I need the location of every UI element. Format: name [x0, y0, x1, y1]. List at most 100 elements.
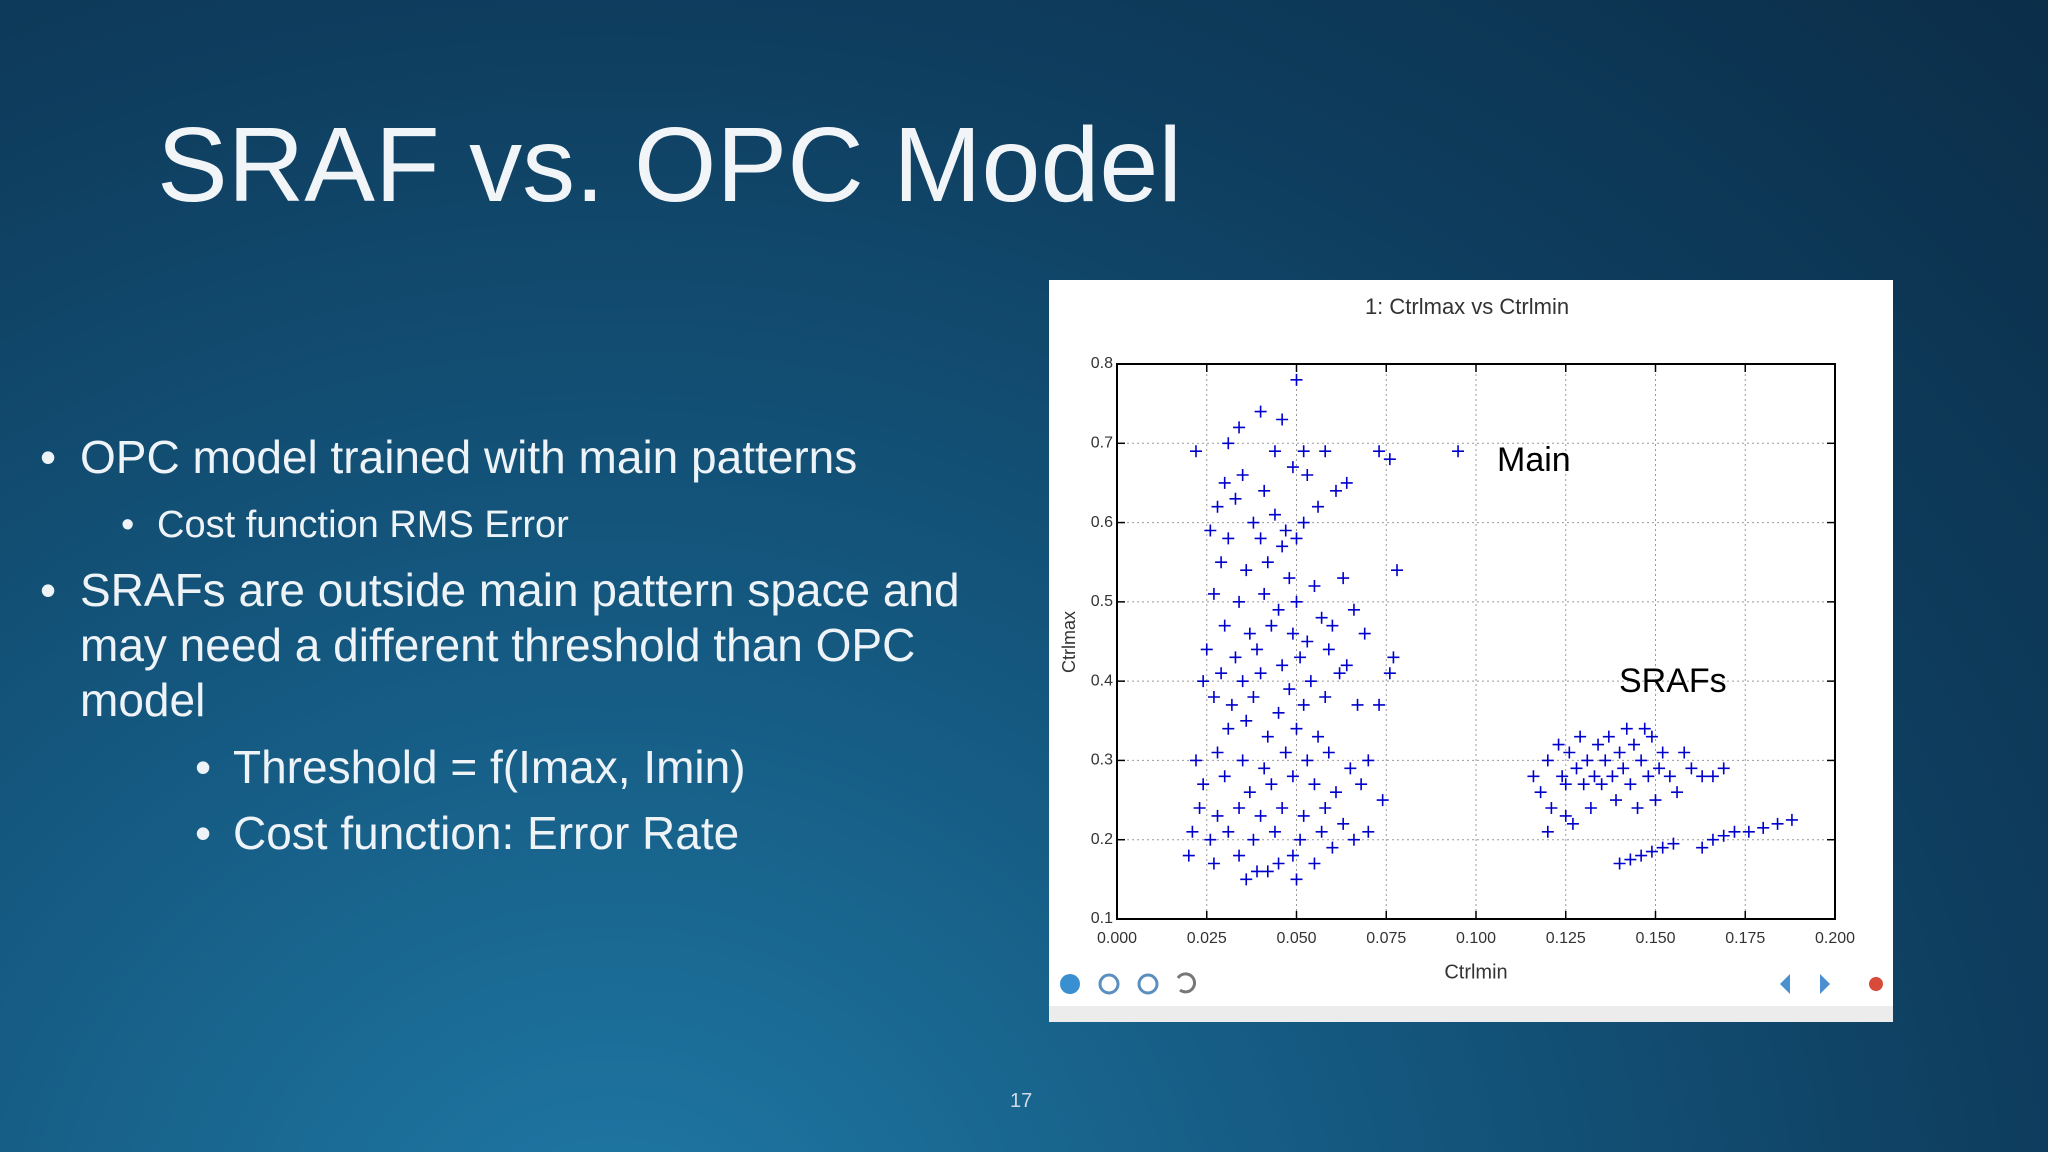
point	[1189, 445, 1202, 458]
point	[1574, 730, 1587, 743]
point	[1391, 564, 1404, 577]
point	[1268, 508, 1281, 521]
x-tick-label: 0.200	[1815, 930, 1855, 947]
point	[1645, 730, 1658, 743]
point	[1276, 659, 1289, 672]
point	[1222, 825, 1235, 838]
back-icon[interactable]	[1780, 974, 1790, 994]
point	[1243, 627, 1256, 640]
x-tick-label: 0.050	[1276, 930, 1316, 947]
point	[1268, 825, 1281, 838]
point	[1329, 484, 1342, 497]
point	[1301, 754, 1314, 767]
point	[1329, 786, 1342, 799]
point	[1667, 837, 1680, 850]
point	[1362, 825, 1375, 838]
x-axis-label: Ctrlmin	[1444, 961, 1507, 983]
point	[1566, 817, 1579, 830]
point	[1265, 619, 1278, 632]
point	[1534, 786, 1547, 799]
bullet: SRAFs are outside main pattern space and…	[40, 563, 1000, 728]
point	[1337, 817, 1350, 830]
point	[1527, 770, 1540, 783]
sub-bullet: Cost function RMS Error	[121, 498, 569, 553]
pan-icon[interactable]	[1060, 974, 1080, 994]
point	[1347, 603, 1360, 616]
point	[1315, 825, 1328, 838]
point	[1602, 730, 1615, 743]
point	[1254, 405, 1267, 418]
y-tick-label: 0.4	[1091, 672, 1113, 689]
point	[1286, 849, 1299, 862]
point	[1236, 469, 1249, 481]
point	[1355, 778, 1368, 791]
point	[1362, 754, 1375, 767]
point	[1592, 738, 1605, 751]
point	[1308, 778, 1321, 791]
point	[1785, 813, 1798, 826]
point	[1222, 437, 1235, 450]
point	[1728, 825, 1741, 838]
point	[1344, 762, 1357, 775]
forward-icon[interactable]	[1820, 974, 1830, 994]
point	[1290, 595, 1303, 608]
point	[1624, 853, 1637, 866]
point	[1240, 714, 1253, 727]
point	[1182, 849, 1195, 862]
point	[1340, 476, 1353, 489]
point	[1620, 722, 1633, 735]
zoom-out-icon[interactable]	[1137, 973, 1159, 995]
point	[1319, 691, 1332, 703]
point	[1236, 675, 1249, 688]
point	[1290, 532, 1303, 545]
point	[1315, 611, 1328, 624]
point	[1222, 722, 1235, 735]
point	[1258, 587, 1271, 600]
y-tick-label: 0.7	[1091, 435, 1113, 452]
zoom-in-icon[interactable]	[1098, 973, 1120, 995]
point	[1297, 445, 1310, 458]
point	[1635, 754, 1648, 767]
point	[1258, 484, 1271, 497]
bullet: OPC model trained with main patterns	[40, 430, 1000, 485]
reset-icon[interactable]	[1176, 972, 1196, 994]
point	[1215, 556, 1228, 569]
point	[1584, 802, 1597, 814]
point	[1304, 675, 1317, 688]
point	[1279, 524, 1292, 537]
point	[1276, 802, 1289, 814]
y-tick-label: 0.3	[1091, 752, 1113, 769]
point	[1204, 524, 1217, 537]
point	[1577, 778, 1590, 791]
point	[1545, 802, 1558, 814]
point	[1319, 802, 1332, 814]
point	[1757, 821, 1770, 834]
point	[1200, 643, 1213, 656]
x-tick-label: 0.075	[1366, 930, 1406, 947]
point	[1358, 627, 1371, 640]
point	[1189, 754, 1202, 767]
point	[1240, 564, 1253, 577]
point	[1649, 794, 1662, 807]
point	[1207, 691, 1220, 703]
point	[1771, 817, 1784, 830]
point	[1218, 476, 1231, 489]
point	[1613, 746, 1626, 759]
point	[1297, 809, 1310, 822]
point	[1215, 667, 1228, 680]
point	[1383, 453, 1396, 466]
point	[1243, 786, 1256, 799]
point	[1340, 659, 1353, 672]
point	[1211, 500, 1224, 513]
point	[1559, 809, 1572, 822]
point	[1581, 754, 1594, 767]
point	[1272, 603, 1285, 616]
point	[1279, 746, 1292, 759]
point	[1204, 833, 1217, 846]
y-tick-label: 0.1	[1091, 910, 1113, 927]
point	[1272, 706, 1285, 719]
point	[1261, 865, 1274, 878]
close-icon[interactable]	[1869, 977, 1883, 991]
point	[1373, 698, 1386, 711]
